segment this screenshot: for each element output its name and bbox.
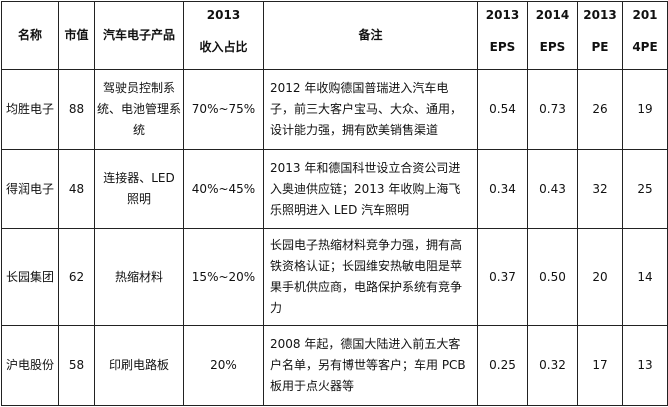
header-name: 名称 bbox=[1, 1, 59, 70]
revenue-share: 40%~45% bbox=[183, 149, 264, 229]
market-cap: 48 bbox=[58, 149, 95, 229]
header-pe-2013: 2013 PE bbox=[577, 1, 623, 70]
company-name: 长园集团 bbox=[1, 228, 59, 326]
header-pe-2014: 201 4PE bbox=[622, 1, 668, 70]
header-market-cap: 市值 bbox=[58, 1, 95, 70]
table-row: 长园集团 62 热缩材料 15%~20% 长园电子热缩材料竞争力强，拥有高铁资格… bbox=[1, 228, 668, 326]
revenue-share: 15%~20% bbox=[183, 228, 264, 326]
table-row: 沪电股份 58 印刷电路板 20% 2008 年起，德国大陆进入前五大客户名单，… bbox=[1, 325, 668, 406]
pe-2013: 32 bbox=[577, 149, 623, 229]
pe-2014: 14 bbox=[622, 228, 668, 326]
pe-2014: 19 bbox=[622, 69, 668, 150]
eps-2013: 0.54 bbox=[477, 69, 528, 150]
header-row: 名称 市值 汽车电子产品 2013 收入占比 备注 2013 EPS 2014 … bbox=[1, 1, 668, 70]
header-note: 备注 bbox=[263, 1, 478, 70]
header-revenue-share: 2013 收入占比 bbox=[183, 1, 264, 70]
revenue-share: 20% bbox=[183, 325, 264, 406]
eps-2013: 0.37 bbox=[477, 228, 528, 326]
table-row: 得润电子 48 连接器、LED 照明 40%~45% 2013 年和德国科世设立… bbox=[1, 149, 668, 229]
product: 连接器、LED 照明 bbox=[94, 149, 184, 229]
header-product: 汽车电子产品 bbox=[94, 1, 184, 70]
pe-2014: 13 bbox=[622, 325, 668, 406]
pe-2013: 17 bbox=[577, 325, 623, 406]
pe-2013: 20 bbox=[577, 228, 623, 326]
eps-2014: 0.43 bbox=[527, 149, 578, 229]
note: 2008 年起，德国大陆进入前五大客户名单，另有博世等客户；车用 PCB 板用于… bbox=[263, 325, 478, 406]
market-cap: 62 bbox=[58, 228, 95, 326]
table-row: 均胜电子 88 驾驶员控制系统、电池管理系统 70%~75% 2012 年收购德… bbox=[1, 69, 668, 150]
company-name: 沪电股份 bbox=[1, 325, 59, 406]
market-cap: 58 bbox=[58, 325, 95, 406]
product: 印刷电路板 bbox=[94, 325, 184, 406]
company-name: 得润电子 bbox=[1, 149, 59, 229]
market-cap: 88 bbox=[58, 69, 95, 150]
product: 驾驶员控制系统、电池管理系统 bbox=[94, 69, 184, 150]
pe-2014: 25 bbox=[622, 149, 668, 229]
note: 2012 年收购德国普瑞进入汽车电子，前三大客户宝马、大众、通用，设计能力强，拥… bbox=[263, 69, 478, 150]
header-eps-2014: 2014 EPS bbox=[527, 1, 578, 70]
eps-2014: 0.73 bbox=[527, 69, 578, 150]
eps-2013: 0.25 bbox=[477, 325, 528, 406]
company-name: 均胜电子 bbox=[1, 69, 59, 150]
revenue-share: 70%~75% bbox=[183, 69, 264, 150]
pe-2013: 26 bbox=[577, 69, 623, 150]
eps-2014: 0.32 bbox=[527, 325, 578, 406]
note: 2013 年和德国科世设立合资公司进入奥迪供应链；2013 年收购上海飞乐照明进… bbox=[263, 149, 478, 229]
header-eps-2013: 2013 EPS bbox=[477, 1, 528, 70]
eps-2013: 0.34 bbox=[477, 149, 528, 229]
note: 长园电子热缩材料竞争力强，拥有高铁资格认证；长园维安热敏电阻是苹果手机供应商，电… bbox=[263, 228, 478, 326]
eps-2014: 0.50 bbox=[527, 228, 578, 326]
product: 热缩材料 bbox=[94, 228, 184, 326]
